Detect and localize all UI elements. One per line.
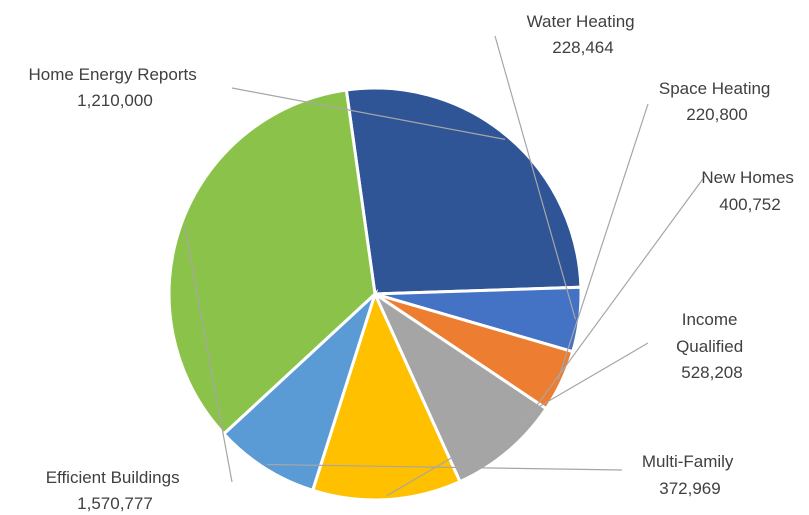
- label-space-heating: Space Heating 220,800: [659, 79, 775, 124]
- label-multi-family-value: 372,969: [659, 479, 720, 498]
- slice-efficient-buildings: [167, 88, 377, 437]
- label-home-energy-reports-name: Home Energy Reports: [29, 65, 197, 84]
- leader-line-home-energy-reports: [231, 87, 506, 140]
- leader-line-income-qualified: [386, 342, 649, 497]
- label-efficient-buildings-name: Efficient Buildings: [46, 468, 180, 487]
- label-water-heating: Water Heating 228,464: [527, 12, 640, 57]
- label-multi-family: Multi-Family 372,969: [642, 452, 738, 498]
- leader-line-multi-family: [266, 463, 623, 471]
- slice-income-qualified: [310, 289, 462, 502]
- leader-line-space-heating: [557, 103, 649, 380]
- slice-multi-family: [221, 289, 379, 493]
- label-income-qualified-value: 528,208: [681, 363, 742, 382]
- label-new-homes-value: 400,752: [719, 195, 780, 214]
- leader-lines: [184, 35, 706, 497]
- label-multi-family-name: Multi-Family: [642, 452, 734, 471]
- slice-labels: Home Energy Reports 1,210,000 Water Heat…: [29, 12, 798, 513]
- slice-new-homes: [371, 289, 549, 484]
- slice-home-energy-reports: [344, 86, 583, 296]
- label-efficient-buildings-value: 1,570,777: [77, 494, 153, 513]
- label-new-homes-name: New Homes: [701, 168, 794, 187]
- leader-line-new-homes: [505, 175, 706, 449]
- leader-line-efficient-buildings: [184, 226, 233, 483]
- label-home-energy-reports: Home Energy Reports 1,210,000: [29, 65, 202, 110]
- label-water-heating-value: 228,464: [552, 38, 613, 57]
- label-space-heating-value: 220,800: [686, 105, 747, 124]
- label-home-energy-reports-value: 1,210,000: [77, 91, 153, 110]
- label-income-qualified-name-line2: Qualified: [676, 337, 743, 356]
- label-new-homes: New Homes 400,752: [701, 168, 798, 214]
- label-space-heating-name: Space Heating: [659, 79, 771, 98]
- label-income-qualified: Income Qualified 528,208: [676, 310, 748, 382]
- label-income-qualified-name-line1: Income: [682, 310, 738, 329]
- leader-line-water-heating: [494, 35, 576, 320]
- pie-slices: [167, 86, 583, 502]
- label-efficient-buildings: Efficient Buildings 1,570,777: [46, 468, 185, 513]
- label-water-heating-name: Water Heating: [527, 12, 635, 31]
